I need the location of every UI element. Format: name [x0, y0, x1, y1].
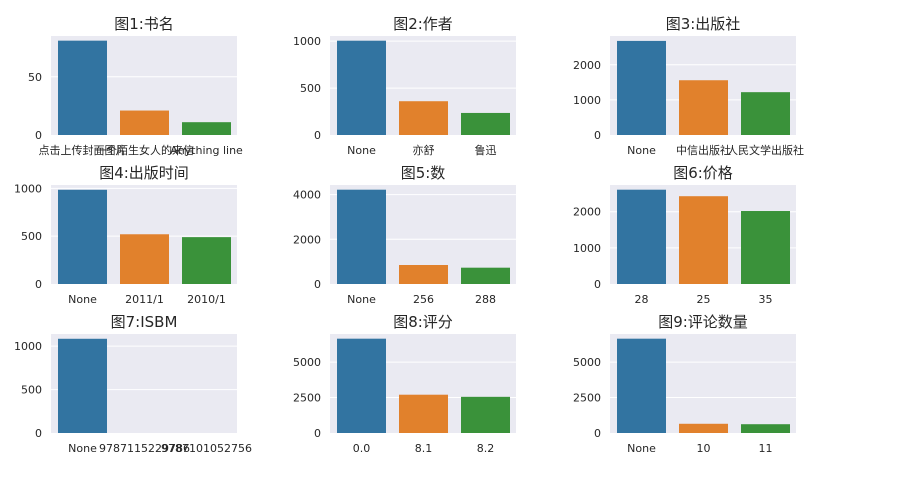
x-tick-label: 2011/1 — [125, 293, 164, 306]
bar — [337, 189, 386, 284]
y-tick-label: 0 — [35, 278, 42, 291]
y-tick-label: 1000 — [14, 340, 42, 353]
subplot-5: 0 2000 4000 None 256 288 图5:数 — [293, 164, 516, 306]
bar — [741, 211, 790, 284]
x-tick-label: 9787115229786 — [99, 442, 190, 455]
subplot-title: 图5:数 — [401, 164, 446, 182]
x-tick-label: 中信出版社 — [676, 143, 731, 157]
y-tick-label: 1000 — [293, 35, 321, 48]
subplot-title: 图3:出版社 — [666, 15, 741, 33]
y-tick-label: 0 — [594, 129, 601, 142]
x-tick-label: 点击上传封面图片 — [39, 143, 127, 157]
y-tick-label: 1000 — [573, 242, 601, 255]
x-tick-label: None — [347, 144, 376, 157]
y-tick-label: 2000 — [573, 59, 601, 72]
subplot-4: 0 500 1000 None 2011/1 2010/1 图4:出版时间 — [14, 164, 237, 306]
bar — [120, 110, 169, 135]
subplot-title: 图8:评分 — [393, 313, 453, 331]
bar — [461, 396, 510, 433]
y-tick-label: 2500 — [573, 392, 601, 405]
subplot-title: 图6:价格 — [673, 164, 733, 182]
bar — [337, 338, 386, 433]
bar — [337, 40, 386, 136]
subplot-title: 图2:作者 — [393, 15, 453, 33]
bar — [679, 196, 728, 284]
y-tick-label: 5000 — [573, 356, 601, 369]
x-tick-label: 256 — [413, 293, 434, 306]
y-tick-label: 0 — [35, 129, 42, 142]
y-tick-label: 1000 — [14, 182, 42, 195]
bar — [399, 394, 448, 433]
y-tick-label: 500 — [21, 230, 42, 243]
x-tick-label: None — [347, 293, 376, 306]
bar — [58, 189, 107, 284]
y-tick-label: 0 — [594, 278, 601, 291]
bar — [461, 112, 510, 135]
x-tick-label: None — [627, 144, 656, 157]
y-tick-label: 2500 — [293, 392, 321, 405]
y-tick-label: 5000 — [293, 356, 321, 369]
y-tick-label: 2000 — [573, 206, 601, 219]
bar — [617, 189, 666, 284]
x-tick-label: 11 — [759, 442, 773, 455]
x-tick-label: 0.0 — [353, 442, 371, 455]
y-tick-label: 50 — [28, 71, 42, 84]
bar — [617, 40, 666, 135]
bar — [58, 338, 107, 433]
x-tick-label: 人民文学出版社 — [727, 143, 804, 157]
subplot-title: 图4:出版时间 — [99, 164, 189, 182]
subplot-2: 0 500 1000 None 亦舒 鲁迅 图2:作者 — [293, 15, 516, 157]
y-tick-label: 0 — [594, 427, 601, 440]
x-tick-label: 28 — [635, 293, 649, 306]
bar — [182, 237, 231, 284]
x-tick-label: None — [68, 293, 97, 306]
y-tick-label: 500 — [300, 82, 321, 95]
subplot-9: 0 2500 5000 None 10 11 图9:评论数量 — [573, 313, 796, 455]
subplot-title: 图9:评论数量 — [658, 313, 748, 331]
bar — [399, 265, 448, 284]
x-tick-label: 鲁迅 — [475, 143, 497, 157]
x-tick-label: 8.2 — [477, 442, 495, 455]
x-tick-label: 8.1 — [415, 442, 433, 455]
bar — [120, 234, 169, 284]
x-tick-label: 一个陌生女人的来信 — [95, 143, 194, 157]
bar — [741, 424, 790, 433]
x-tick-label: 2010/1 — [187, 293, 226, 306]
subplot-title: 图7:ISBM — [111, 313, 178, 331]
x-tick-label: 25 — [697, 293, 711, 306]
bar — [399, 101, 448, 135]
x-tick-label: 35 — [759, 293, 773, 306]
x-tick-label: None — [627, 442, 656, 455]
subplot-8: 0 2500 5000 0.0 8.1 8.2 图8:评分 — [293, 313, 516, 455]
subplot-6: 0 1000 2000 28 25 35 图6:价格 — [573, 164, 796, 306]
bar — [58, 40, 107, 135]
x-tick-label: None — [68, 442, 97, 455]
bar — [741, 92, 790, 135]
y-tick-label: 0 — [314, 278, 321, 291]
y-tick-label: 4000 — [293, 189, 321, 202]
y-tick-label: 1000 — [573, 94, 601, 107]
bar — [679, 423, 728, 433]
subplot-title: 图1:书名 — [114, 15, 174, 33]
x-tick-label: 288 — [475, 293, 496, 306]
y-tick-label: 2000 — [293, 233, 321, 246]
y-tick-label: 0 — [314, 427, 321, 440]
x-tick-label: 9787101052756 — [161, 442, 252, 455]
y-tick-label: 500 — [21, 384, 42, 397]
y-tick-label: 0 — [35, 427, 42, 440]
bar — [461, 267, 510, 284]
bar — [182, 122, 231, 135]
x-tick-label: 10 — [697, 442, 711, 455]
x-tick-label: 亦舒 — [413, 143, 435, 157]
x-tick-label: Anything line — [170, 144, 243, 157]
bar — [617, 338, 666, 433]
bar — [679, 80, 728, 135]
y-tick-label: 0 — [314, 129, 321, 142]
